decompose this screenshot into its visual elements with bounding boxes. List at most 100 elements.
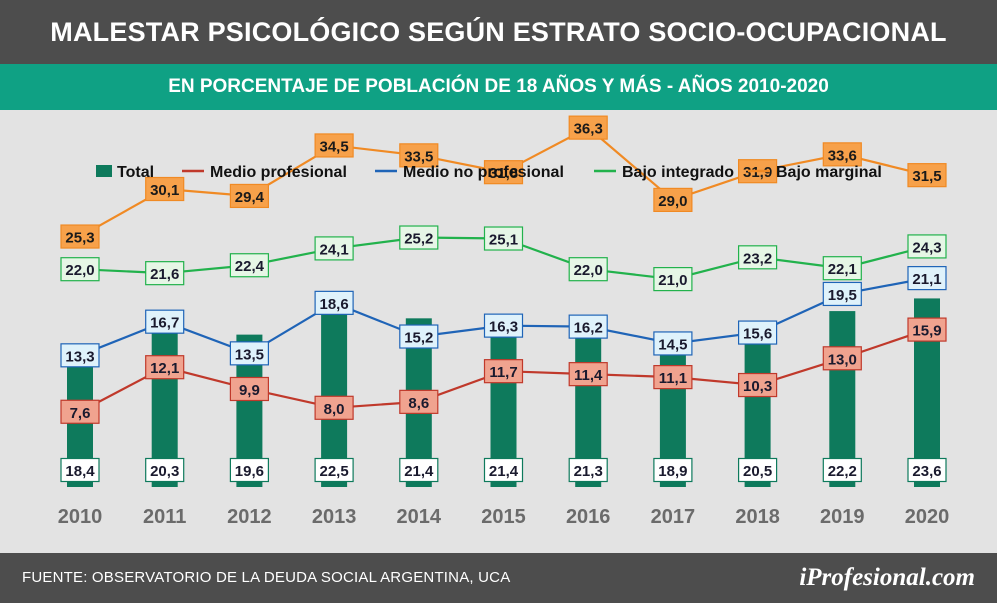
point-label-s2-2019: 19,5 bbox=[822, 281, 862, 307]
point-label-s2-2015-box bbox=[483, 313, 524, 338]
point-label-s2-2011-text: 16,7 bbox=[150, 315, 179, 332]
point-label-s3-2012-box bbox=[229, 253, 269, 278]
point-label-s2-2016: 16,2 bbox=[568, 314, 608, 339]
point-label-s2-2012-box bbox=[229, 341, 269, 366]
point-label-s3-2020: 24,3 bbox=[907, 234, 947, 259]
point-label-s3-2017-box bbox=[653, 267, 693, 292]
x-tick-2013: 2013 bbox=[312, 506, 357, 528]
point-label-s1-2014-box bbox=[399, 389, 439, 414]
point-label-s3-2015-text: 25,1 bbox=[489, 232, 518, 249]
point-label-s2-2018-box bbox=[737, 320, 778, 345]
point-label-s4-2010-text: 25,3 bbox=[65, 230, 94, 247]
point-label-s3-2011-text: 21,6 bbox=[150, 266, 179, 283]
point-label-s1-2015-box bbox=[483, 359, 524, 384]
point-label-s4-2011-box bbox=[145, 176, 185, 202]
x-tick-2015: 2015 bbox=[481, 506, 526, 528]
point-label-s3-2010-text: 22,0 bbox=[65, 262, 94, 279]
bar-label-total-2014-box bbox=[399, 457, 439, 483]
chart: 7,6 12,1 9,9 8,0 8,6 11,7 11,4 11,1 10,3 13,0 15,9… bbox=[58, 115, 950, 528]
point-label-s4-2017: 29,0 bbox=[653, 187, 693, 213]
point-label-s4-2017-text: 29,0 bbox=[658, 193, 687, 210]
bar-label-total-2019: 22,2 bbox=[822, 457, 862, 483]
point-label-s3-2016-box bbox=[568, 257, 608, 282]
point-label-s4-2012: 29,4 bbox=[229, 183, 269, 209]
point-label-s1-2015: 11,7 bbox=[483, 359, 524, 384]
point-label-s2-2019-box bbox=[822, 281, 862, 307]
point-label-s3-2012: 22,4 bbox=[229, 253, 269, 278]
point-label-s3-2020-box bbox=[907, 234, 947, 259]
point-label-s2-2013-text: 18,6 bbox=[319, 296, 348, 313]
point-label-s2-2014-text: 15,2 bbox=[404, 330, 433, 347]
footer: FUENTE: OBSERVATORIO DE LA DEUDA SOCIAL … bbox=[0, 553, 997, 603]
point-label-s2-2018: 15,6 bbox=[737, 320, 778, 345]
point-label-s2-2013: 18,6 bbox=[314, 290, 354, 315]
point-label-s4-2016-box bbox=[568, 115, 608, 140]
x-tick-2014: 2014 bbox=[397, 506, 442, 528]
point-label-s4-2020: 31,5 bbox=[907, 163, 947, 188]
point-label-s3-2014-text: 25,2 bbox=[404, 231, 433, 248]
legend-item-4: Bajo integrado bbox=[594, 164, 734, 181]
point-label-s3-2019: 22,1 bbox=[822, 256, 862, 281]
point-label-s2-2011-box bbox=[145, 309, 185, 334]
point-label-s1-2015-text: 11,7 bbox=[489, 364, 517, 381]
point-label-s3-2016-text: 22,0 bbox=[574, 262, 603, 279]
point-label-s2-2017-text: 14,5 bbox=[658, 336, 687, 353]
point-label-s1-2020-box bbox=[907, 317, 947, 342]
point-label-s2-2019-text: 19,5 bbox=[828, 287, 857, 304]
bar-label-total-2015-box bbox=[483, 457, 524, 483]
point-label-s1-2016-box bbox=[568, 362, 608, 387]
point-label-s2-2015-text: 16,3 bbox=[489, 319, 518, 336]
point-label-s4-2013-box bbox=[314, 133, 354, 158]
point-label-s3-2014: 25,2 bbox=[399, 225, 439, 250]
bar-total-2019 bbox=[829, 311, 856, 487]
point-label-s1-2020-text: 15,9 bbox=[912, 323, 941, 340]
point-label-s3-2010-box bbox=[60, 257, 100, 282]
point-label-s3-2018: 23,2 bbox=[737, 245, 778, 270]
legend-label-5: Bajo marginal bbox=[776, 164, 882, 181]
point-label-s3-2016: 22,0 bbox=[568, 257, 608, 282]
point-label-s1-2019-box bbox=[822, 346, 862, 371]
x-tick-2010: 2010 bbox=[58, 506, 103, 528]
legend-item-5: Bajo marginal bbox=[748, 164, 882, 181]
point-label-s2-2017: 14,5 bbox=[653, 331, 693, 356]
bar-label-total-2016-box bbox=[568, 457, 608, 483]
bar-label-total-2012: 19,6 bbox=[229, 457, 269, 483]
point-label-s1-2016-text: 11,4 bbox=[574, 367, 603, 384]
x-tick-2016: 2016 bbox=[566, 506, 611, 528]
bar-label-total-2012-box bbox=[229, 457, 269, 483]
point-label-s1-2013: 8,0 bbox=[314, 395, 354, 420]
point-label-s4-2018-text: 31,9 bbox=[743, 164, 772, 181]
point-label-s1-2018-text: 10,3 bbox=[743, 378, 772, 395]
point-label-s2-2010-box bbox=[60, 343, 100, 368]
point-label-s4-2019: 33,6 bbox=[822, 142, 862, 167]
point-label-s1-2014: 8,6 bbox=[399, 389, 439, 414]
bar-label-total-2011-text: 20,3 bbox=[150, 463, 179, 480]
point-label-s2-2020-box bbox=[907, 266, 947, 291]
point-label-s1-2010: 7,6 bbox=[60, 399, 100, 424]
legend-label-4: Bajo integrado bbox=[622, 164, 734, 181]
point-label-s3-2013-box bbox=[314, 236, 354, 261]
point-label-s4-2013: 34,5 bbox=[314, 133, 354, 158]
bar-label-total-2014-text: 21,4 bbox=[404, 463, 434, 480]
point-label-s4-2014-box bbox=[399, 143, 439, 168]
point-label-s1-2016: 11,4 bbox=[568, 362, 608, 387]
point-label-s2-2010-text: 13,3 bbox=[65, 348, 94, 365]
x-tick-2020: 2020 bbox=[905, 506, 950, 528]
point-label-s1-2012-box bbox=[229, 376, 269, 402]
legend-item-1: Total bbox=[96, 164, 154, 181]
bar-label-total-2018-text: 20,5 bbox=[743, 463, 772, 480]
point-label-s2-2010: 13,3 bbox=[60, 343, 100, 368]
point-label-s1-2020: 15,9 bbox=[907, 317, 947, 342]
bar-label-total-2017-text: 18,9 bbox=[658, 463, 687, 480]
x-tick-2017: 2017 bbox=[651, 506, 696, 528]
point-label-s1-2019-text: 13,0 bbox=[828, 351, 857, 368]
point-label-s1-2018-box bbox=[737, 372, 778, 398]
point-label-s4-2014-text: 33,5 bbox=[404, 148, 433, 165]
bar-label-total-2016: 21,3 bbox=[568, 457, 608, 483]
point-label-s3-2019-box bbox=[822, 256, 862, 281]
point-label-s4-2016-text: 36,3 bbox=[574, 121, 603, 138]
point-label-s3-2013-text: 24,1 bbox=[319, 241, 348, 258]
point-label-s4-2015-box bbox=[483, 160, 524, 185]
point-label-s2-2015: 16,3 bbox=[483, 313, 524, 338]
